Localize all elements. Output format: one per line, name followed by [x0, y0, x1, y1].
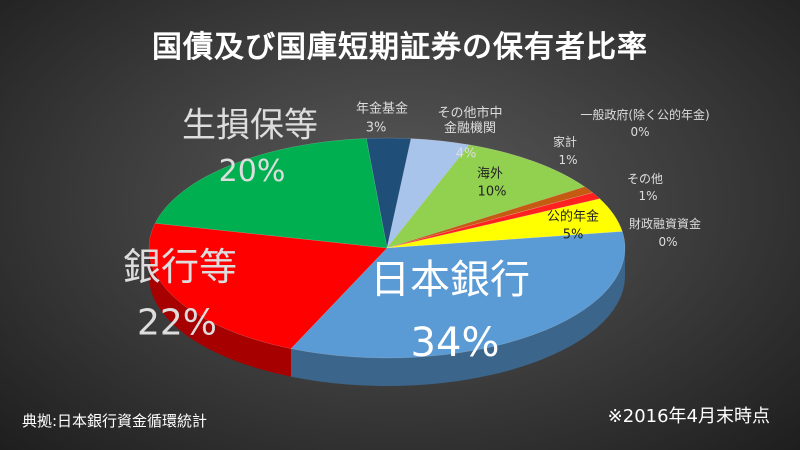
slice-label: 公的年金 [546, 209, 600, 225]
value-label: 1% [558, 153, 578, 168]
pie-slice [386, 144, 586, 249]
slice-label: 家計 [552, 135, 578, 150]
slice-label: その他市中 金融機関 [437, 106, 503, 136]
slice-label: 生損保等 [182, 105, 318, 146]
value-label: 1% [638, 189, 658, 204]
value-label: 20% [218, 153, 286, 189]
pie-slice [386, 198, 623, 249]
value-label: 34% [410, 320, 500, 366]
value-label: 3% [365, 120, 387, 136]
slice-label: 年金基金 [355, 101, 409, 117]
slice-label: 海外 [476, 166, 504, 182]
pie-slice [386, 186, 594, 249]
date-note: ※2016年4月末時点 [607, 406, 770, 427]
value-label: 0% [630, 125, 650, 140]
chart-title: 国債及び国庫短期証券の保有者比率 [152, 30, 648, 65]
pie-slice [386, 138, 470, 249]
pie-slice [290, 231, 626, 359]
pie-slice [148, 222, 388, 349]
pie-slice [386, 192, 601, 249]
pie-side [149, 248, 291, 377]
pie-slice [154, 138, 388, 249]
slice-label: 日本銀行 [370, 257, 530, 303]
pie-side [290, 248, 625, 386]
pie-slice [386, 231, 623, 249]
value-label: 22% [136, 302, 218, 344]
slice-label: 一般政府(除く公的年金) [580, 108, 710, 123]
value-label: 0% [658, 235, 678, 250]
pie-slice [365, 137, 412, 249]
value-label: 5% [562, 227, 584, 243]
value-label: 4% [455, 146, 477, 162]
source-note: 典拠:日本銀行資金循環統計 [22, 412, 208, 430]
value-label: 10% [477, 184, 507, 200]
slice-label: その他 [626, 172, 664, 187]
slice-label: 財政融資資金 [628, 217, 702, 232]
slice-label: 銀行等 [122, 245, 238, 290]
